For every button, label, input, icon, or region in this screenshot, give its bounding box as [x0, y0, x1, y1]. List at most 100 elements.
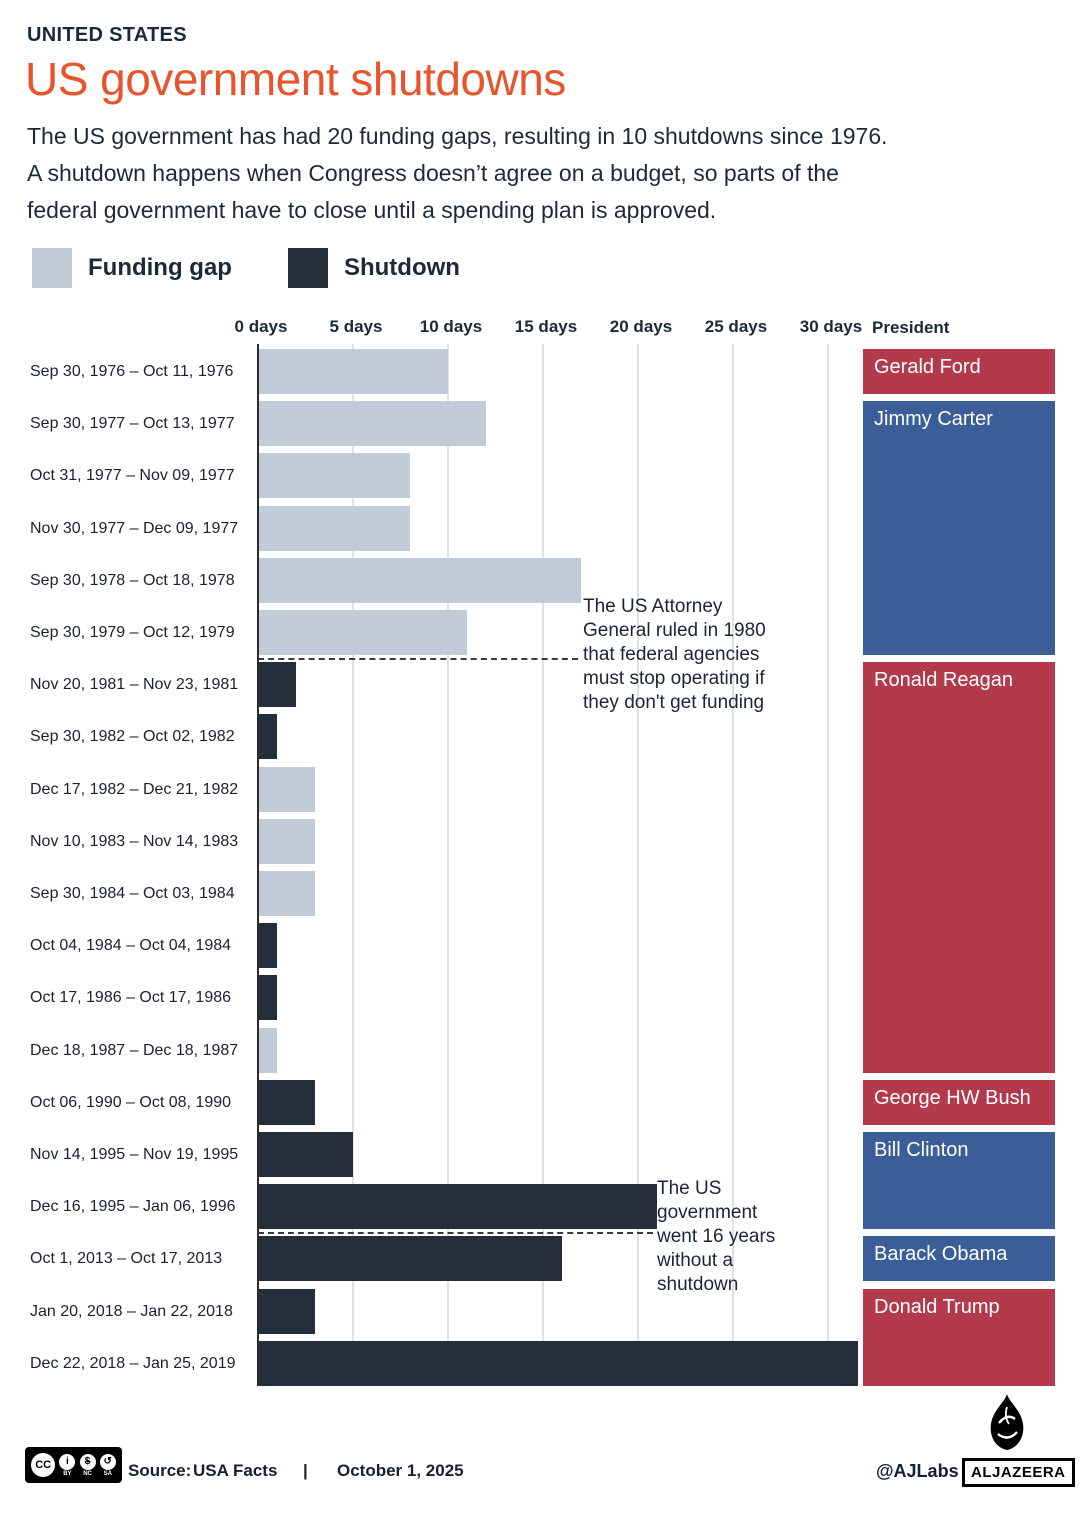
- row-date-label: Sep 30, 1978 – Oct 18, 1978: [30, 571, 235, 589]
- gridline: [732, 344, 734, 1386]
- funding-gap-bar: [258, 453, 410, 498]
- row-date-label: Dec 17, 1982 – Dec 21, 1982: [30, 780, 239, 798]
- funding-gap-swatch: [32, 248, 72, 288]
- x-axis-tick-label: 5 days: [329, 317, 383, 336]
- funding-gap-bar: [258, 767, 315, 812]
- footer-separator: |: [303, 1461, 308, 1480]
- by-icon: i BY: [59, 1453, 76, 1477]
- president-block: Donald Trump: [863, 1289, 1055, 1386]
- president-name: Gerald Ford: [874, 356, 981, 378]
- funding-gap-bar: [258, 871, 315, 916]
- x-axis-tick-label: 15 days: [514, 317, 578, 336]
- row-date-label: Nov 30, 1977 – Dec 09, 1977: [30, 519, 239, 537]
- annotation-text: The US Attorney General ruled in 1980 th…: [583, 596, 766, 713]
- sa-icon: ↺ SA: [99, 1453, 116, 1477]
- annotation-text: The US government went 16 years without …: [657, 1178, 776, 1295]
- shutdown-bar: [258, 1289, 315, 1334]
- row-date-label: Dec 22, 2018 – Jan 25, 2019: [30, 1354, 236, 1372]
- row-date-label: Oct 1, 2013 – Oct 17, 2013: [30, 1249, 223, 1267]
- funding-gap-bar: [258, 349, 448, 394]
- shutdown-bar: [258, 662, 296, 707]
- nc-icon: $ NC: [79, 1453, 96, 1477]
- president-block: Bill Clinton: [863, 1132, 1055, 1229]
- source-label: Source:: [128, 1461, 192, 1480]
- annotation-dashed-line: [258, 1232, 653, 1234]
- row-date-label: Nov 20, 1981 – Nov 23, 1981: [30, 675, 239, 693]
- by-icon: i: [59, 1453, 76, 1470]
- shutdown-bar: [258, 975, 277, 1020]
- publish-date: October 1, 2025: [337, 1461, 464, 1480]
- funding-gap-bar: [258, 1028, 277, 1073]
- page-title: US government shutdowns: [25, 53, 566, 105]
- row-date-label: Jan 20, 2018 – Jan 22, 2018: [30, 1302, 233, 1320]
- funding-gap-bar: [258, 401, 486, 446]
- shutdown-bar: [258, 1236, 562, 1281]
- funding-gap-bar: [258, 558, 581, 603]
- legend: Funding gap Shutdown: [32, 248, 500, 288]
- x-axis-tick-label: 30 days: [799, 317, 863, 336]
- president-column-header: President: [872, 318, 950, 337]
- president-block: Barack Obama: [863, 1236, 1055, 1281]
- shutdown-bar: [258, 1341, 858, 1386]
- annotation-dashed-line: [258, 658, 578, 660]
- shutdown-swatch: [287, 248, 328, 288]
- gridline: [827, 344, 829, 1386]
- x-axis-tick-label: 20 days: [609, 317, 673, 336]
- row-date-label: Oct 06, 1990 – Oct 08, 1990: [30, 1093, 232, 1111]
- gridline: [542, 344, 544, 1386]
- kicker: UNITED STATES: [27, 24, 187, 46]
- row-date-label: Sep 30, 1984 – Oct 03, 1984: [30, 884, 235, 902]
- license-part-label: SA: [103, 1470, 112, 1477]
- row-date-label: Dec 16, 1995 – Jan 06, 1996: [30, 1197, 236, 1215]
- funding-gap-bar: [258, 819, 315, 864]
- row-date-label: Oct 04, 1984 – Oct 04, 1984: [30, 936, 232, 954]
- shutdown-bar: [258, 923, 277, 968]
- aljazeera-flame-logo: [990, 1394, 1024, 1450]
- license-part-label: BY: [63, 1470, 72, 1477]
- ajlabs-credit: @AJLabs: [876, 1461, 959, 1481]
- president-block: Ronald Reagan: [863, 662, 1055, 1073]
- shutdown-label: Shutdown: [343, 254, 460, 281]
- row-date-label: Sep 30, 1982 – Oct 02, 1982: [30, 727, 235, 745]
- row-date-label: Nov 14, 1995 – Nov 19, 1995: [30, 1145, 239, 1163]
- x-axis-tick-label: 0 days: [234, 317, 288, 336]
- shutdown-bar: [258, 714, 277, 759]
- row-date-label: Oct 31, 1977 – Nov 09, 1977: [30, 466, 235, 484]
- funding-gap-bar: [258, 506, 410, 551]
- president-name: Barack Obama: [874, 1243, 1008, 1265]
- sa-icon: ↺: [99, 1453, 116, 1470]
- intro-text: The US government has had 20 funding gap…: [27, 123, 888, 223]
- row-date-label: Sep 30, 1979 – Oct 12, 1979: [30, 623, 235, 641]
- shutdown-bar: [258, 1184, 657, 1229]
- gridline: [637, 344, 639, 1386]
- gridline: [447, 344, 449, 1386]
- nc-icon: $: [79, 1453, 96, 1470]
- shutdown-bar: [258, 1080, 315, 1125]
- row-date-label: Nov 10, 1983 – Nov 14, 1983: [30, 832, 239, 850]
- axis-zero-line: [257, 344, 259, 1386]
- row-date-label: Oct 17, 1986 – Oct 17, 1986: [30, 988, 232, 1006]
- president-name: Jimmy Carter: [874, 408, 993, 430]
- gridline: [352, 344, 354, 1386]
- funding-gap-label: Funding gap: [88, 254, 232, 281]
- president-block: George HW Bush: [863, 1080, 1055, 1125]
- x-axis-tick-label: 10 days: [419, 317, 483, 336]
- president-name: George HW Bush: [874, 1087, 1031, 1109]
- x-axis-tick-label: 25 days: [704, 317, 768, 336]
- president-block: Gerald Ford: [863, 349, 1055, 394]
- funding-gap-bar: [258, 610, 467, 655]
- source-value: USA Facts: [193, 1461, 278, 1480]
- aljazeera-wordmark: ALJAZEERA: [962, 1458, 1075, 1487]
- row-date-label: Sep 30, 1977 – Oct 13, 1977: [30, 414, 235, 432]
- license-part-label: NC: [83, 1470, 92, 1477]
- row-date-label: Dec 18, 1987 – Dec 18, 1987: [30, 1041, 239, 1059]
- row-date-label: Sep 30, 1976 – Oct 11, 1976: [30, 362, 234, 380]
- cc-license-badge: CC i BY $ NC ↺ SA: [25, 1447, 122, 1483]
- president-block: Jimmy Carter: [863, 401, 1055, 655]
- shutdown-bar: [258, 1132, 353, 1177]
- president-name: Donald Trump: [874, 1296, 1000, 1318]
- cc-icon: CC: [31, 1453, 56, 1477]
- president-name: Bill Clinton: [874, 1139, 969, 1161]
- president-name: Ronald Reagan: [874, 669, 1013, 691]
